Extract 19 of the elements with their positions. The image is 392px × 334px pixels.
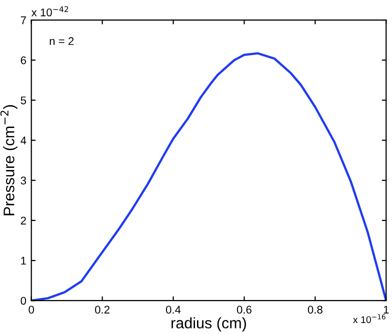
x-tick-label: 0.6 (236, 306, 252, 314)
y-tick-label: 2 (20, 216, 26, 224)
text: x 10$^{−42}$ (31, 6, 68, 16)
y-tick-label: 5 (20, 96, 26, 104)
x-tick-label: 0.2 (95, 306, 110, 314)
y-tick-label: 1 (21, 256, 26, 265)
y-axis-title: Pressure (cm$^{−2}$) (0, 105, 18, 216)
x-tick-label: 0 (28, 306, 34, 314)
x-axis-title: radius (cm) (172, 317, 246, 332)
y-tick-label: 6 (20, 56, 26, 64)
y-tick-label: 3 (20, 176, 26, 184)
annotation: n = 2 (50, 37, 74, 45)
y-tick-label: 7 (20, 16, 26, 24)
x-tick-label: 1 (384, 306, 389, 314)
y-tick-label: 0 (20, 296, 26, 305)
x-tick-label: 0.4 (166, 306, 181, 314)
text: x 10$^{−16}$ (353, 314, 386, 324)
x-tick-label: 0.8 (308, 306, 322, 314)
y-tick-label: 4 (20, 136, 26, 144)
